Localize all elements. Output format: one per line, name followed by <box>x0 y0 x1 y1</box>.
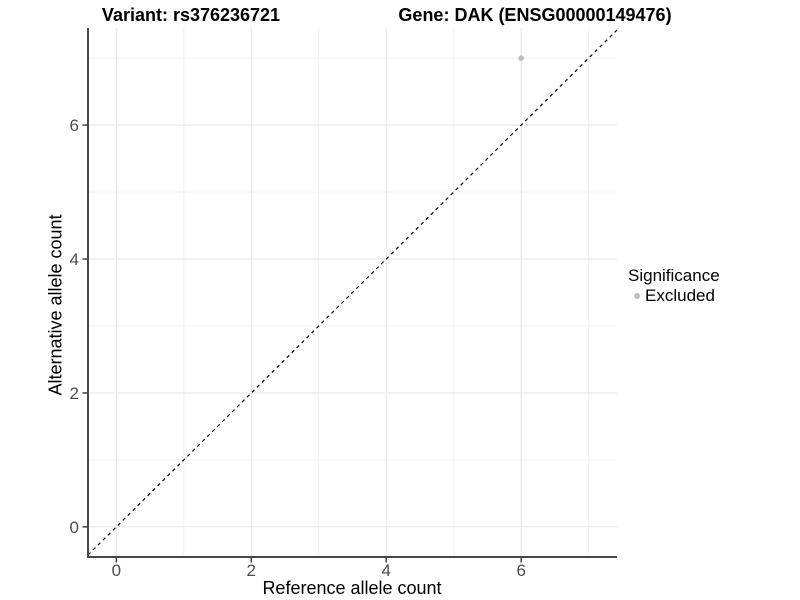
gene-title: Gene: DAK (ENSG00000149476) <box>398 5 672 25</box>
identity-line <box>87 29 618 556</box>
y-axis-title: Alternative allele count <box>45 214 66 396</box>
legend-item-excluded: Excluded <box>628 286 798 306</box>
x-axis-title: Reference allele count <box>262 578 442 598</box>
x-tick-label: 0 <box>112 561 121 580</box>
variant-title: Variant: rs376236721 <box>101 5 281 25</box>
legend-item-label: Excluded <box>645 286 715 305</box>
legend-title: Significance <box>628 266 720 285</box>
y-tick-label: 6 <box>70 116 79 135</box>
data-point <box>518 55 524 61</box>
x-tick-label: 6 <box>516 561 525 580</box>
y-tick-label: 2 <box>70 384 79 403</box>
y-tick-label: 4 <box>70 250 79 269</box>
y-tick-label: 0 <box>70 518 79 537</box>
x-tick-label: 2 <box>247 561 256 580</box>
legend: Significance Excluded <box>628 265 798 306</box>
excluded-point-icon <box>634 293 640 299</box>
x-tick-label: 4 <box>382 561 391 580</box>
